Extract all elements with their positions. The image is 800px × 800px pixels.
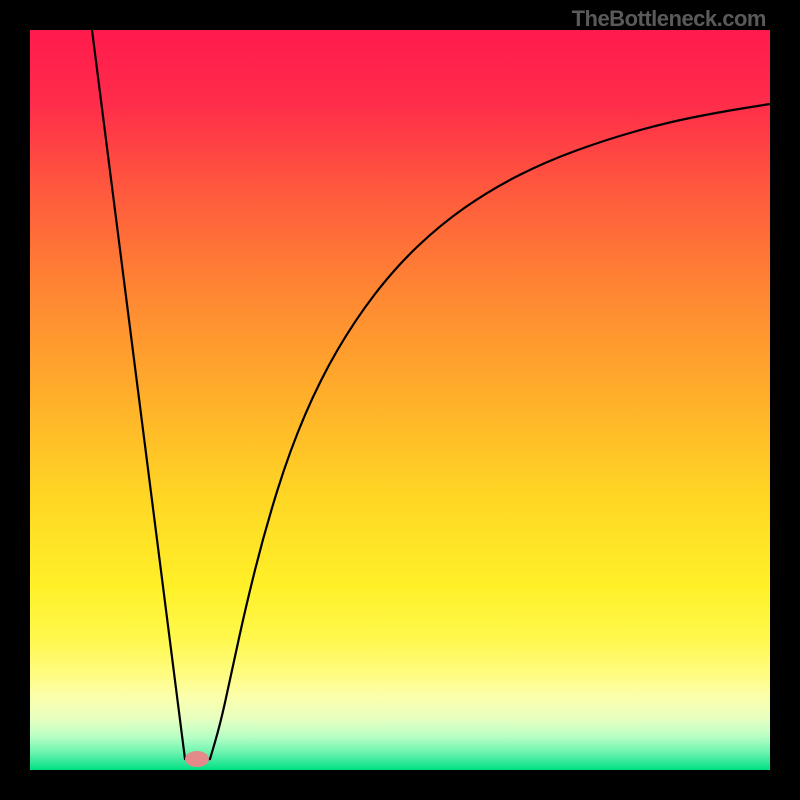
bottleneck-curve <box>30 30 770 770</box>
plot-area <box>30 30 770 770</box>
bottleneck-chart: TheBottleneck.com <box>0 0 800 800</box>
optimal-point-marker <box>185 751 209 767</box>
watermark-text: TheBottleneck.com <box>572 6 766 32</box>
